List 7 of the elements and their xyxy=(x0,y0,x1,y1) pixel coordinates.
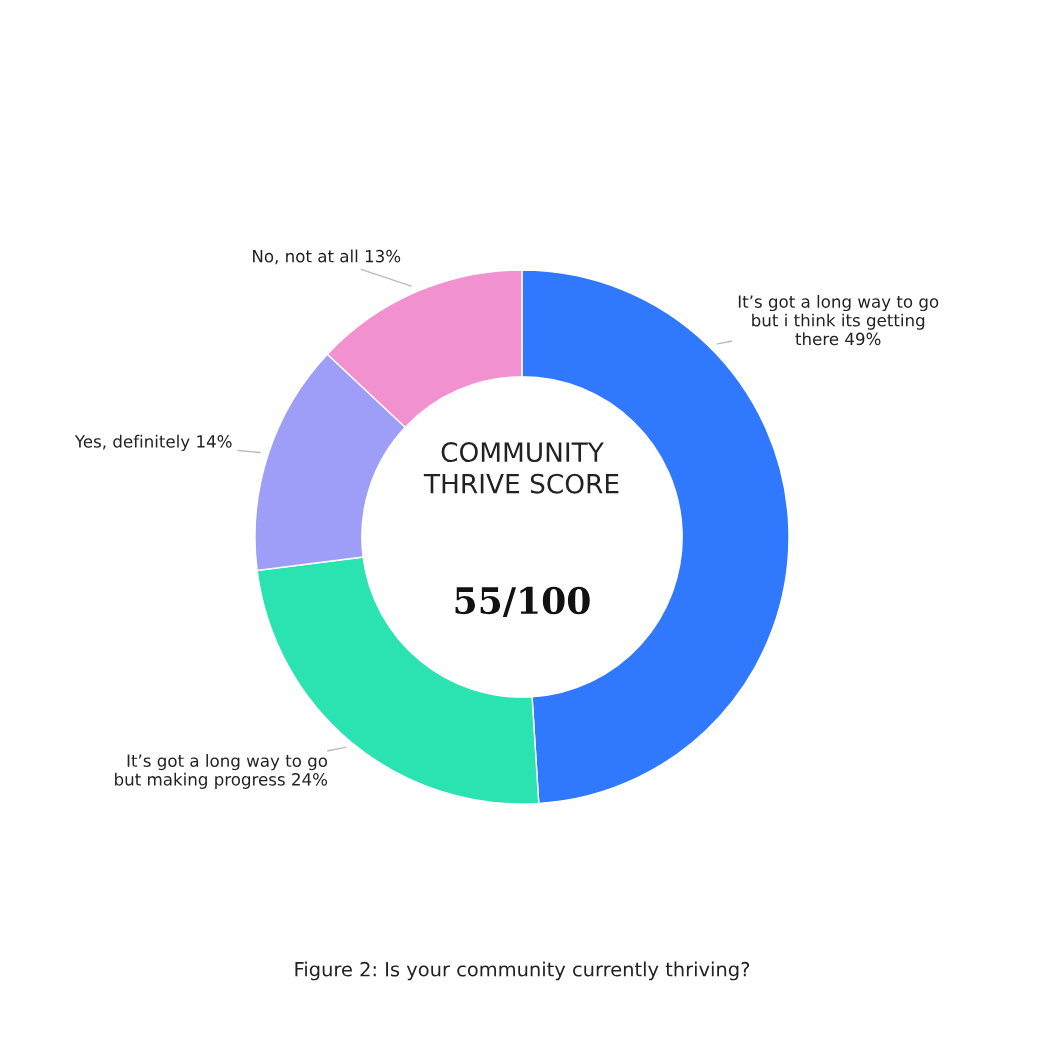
text: COMMUNITY THRIVE SCORE xyxy=(423,442,619,494)
slice-label: It’s got a long way to go but i think its getting there 49% xyxy=(738,294,939,346)
text: 55/100 xyxy=(455,586,590,618)
slice-label: Yes, definitely 14% xyxy=(74,434,232,451)
slice-label: No, not at all 13% xyxy=(253,249,401,265)
slice-label: It’s got a long way to go but making progress 24% xyxy=(115,754,328,789)
caption: Figure 2: Is your community currently thriving? xyxy=(295,961,750,981)
